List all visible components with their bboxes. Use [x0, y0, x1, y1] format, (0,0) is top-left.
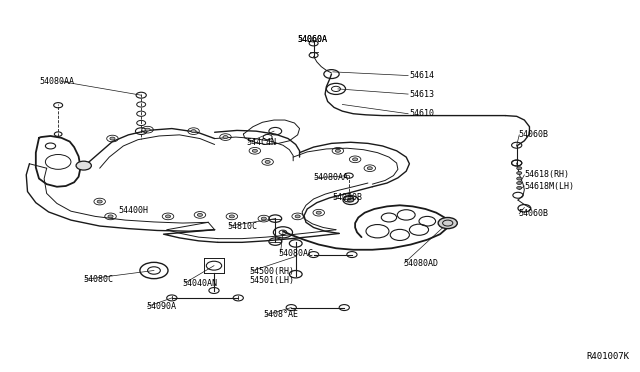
Text: 54080AA: 54080AA	[314, 173, 349, 182]
Text: 54810C: 54810C	[227, 221, 257, 231]
Circle shape	[335, 149, 340, 152]
Text: 54080B: 54080B	[333, 193, 363, 202]
Circle shape	[516, 182, 522, 185]
Text: 54080C: 54080C	[84, 275, 114, 284]
Circle shape	[316, 211, 321, 214]
Circle shape	[438, 218, 458, 229]
Text: 54618(RH): 54618(RH)	[524, 170, 570, 179]
Text: 54090A: 54090A	[147, 302, 176, 311]
Text: 54060B: 54060B	[518, 209, 548, 218]
Text: R401007K: R401007K	[587, 352, 630, 361]
Circle shape	[166, 215, 171, 218]
Circle shape	[265, 160, 270, 163]
Text: 54060A: 54060A	[298, 35, 328, 44]
Text: 54613: 54613	[410, 90, 435, 99]
Circle shape	[229, 215, 234, 218]
Circle shape	[145, 128, 150, 131]
Circle shape	[108, 215, 113, 218]
Circle shape	[223, 136, 228, 138]
Text: 54060B: 54060B	[518, 130, 548, 140]
Circle shape	[516, 186, 522, 189]
Circle shape	[76, 161, 92, 170]
Circle shape	[516, 167, 522, 170]
Text: 5408°AE: 5408°AE	[264, 311, 299, 320]
Text: 54500(RH): 54500(RH)	[250, 267, 295, 276]
Circle shape	[295, 215, 300, 218]
Text: 54501(LH): 54501(LH)	[250, 276, 295, 285]
Text: 54060A: 54060A	[298, 35, 328, 44]
Text: 54080AC: 54080AC	[278, 249, 314, 258]
Circle shape	[353, 158, 358, 161]
Text: 54040AN: 54040AN	[182, 279, 218, 288]
Text: 54618M(LH): 54618M(LH)	[524, 182, 574, 190]
Circle shape	[348, 198, 354, 202]
Circle shape	[516, 171, 522, 174]
Text: 544C4N: 544C4N	[246, 138, 276, 147]
Circle shape	[97, 200, 102, 203]
Circle shape	[252, 149, 257, 152]
Text: 54080AA: 54080AA	[39, 77, 74, 86]
Circle shape	[197, 214, 202, 217]
Text: 54614: 54614	[410, 71, 435, 80]
Circle shape	[261, 217, 266, 220]
Circle shape	[191, 130, 196, 133]
Circle shape	[110, 137, 115, 140]
Text: 54610: 54610	[410, 109, 435, 118]
Circle shape	[516, 177, 522, 180]
Circle shape	[367, 167, 372, 170]
Text: 54400H: 54400H	[119, 206, 149, 215]
Text: 54080AD: 54080AD	[403, 259, 438, 267]
